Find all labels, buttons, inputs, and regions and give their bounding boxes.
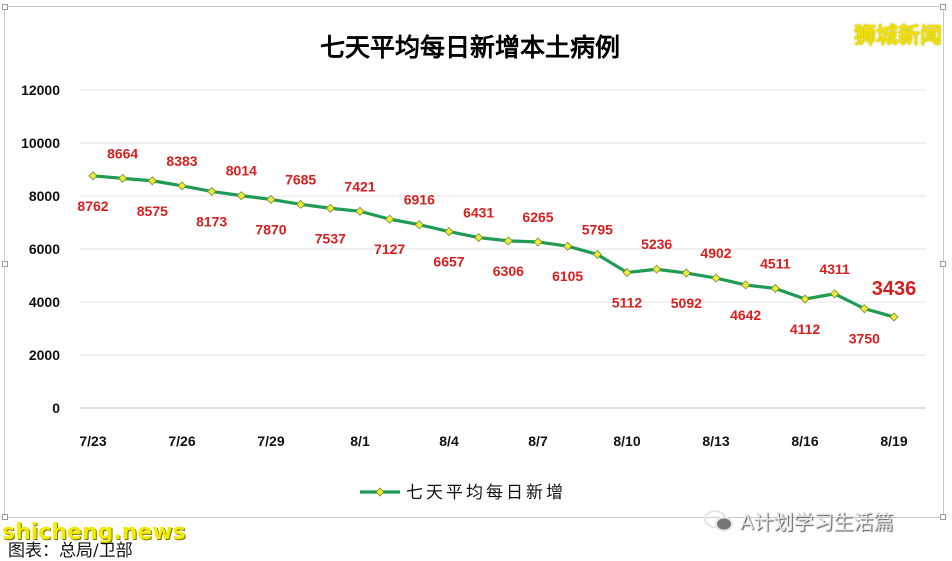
data-label: 5112 xyxy=(612,295,643,311)
data-label: 7421 xyxy=(344,178,375,194)
data-label: 5092 xyxy=(671,295,702,311)
data-label: 5795 xyxy=(582,221,613,237)
x-tick-label: 8/10 xyxy=(613,433,640,449)
data-label: 6265 xyxy=(522,209,553,225)
data-label: 8575 xyxy=(137,203,168,219)
resize-handle-left[interactable] xyxy=(2,261,8,267)
x-tick-label: 7/23 xyxy=(79,433,106,449)
data-point-marker xyxy=(859,304,869,314)
data-point-marker xyxy=(711,273,721,283)
source-caption: 图表：总局/卫部 xyxy=(8,541,133,561)
data-label: 7537 xyxy=(315,230,346,246)
data-label: 5236 xyxy=(641,236,672,252)
data-point-marker xyxy=(325,203,335,213)
data-point-marker xyxy=(474,233,484,243)
y-tick-label: 12000 xyxy=(21,82,60,98)
data-label: 4642 xyxy=(730,307,761,323)
resize-handle-bottom-left[interactable] xyxy=(2,514,8,520)
data-point-marker xyxy=(147,176,157,186)
series-line xyxy=(92,174,895,319)
data-label: 4511 xyxy=(760,255,791,271)
data-point-marker xyxy=(652,264,662,274)
data-point-marker xyxy=(800,294,810,304)
data-label: 6657 xyxy=(433,254,464,270)
data-point-marker xyxy=(355,206,365,216)
data-label: 8664 xyxy=(107,145,138,161)
data-point-marker xyxy=(592,249,602,259)
legend-label: 七天平均每日新增 xyxy=(406,483,566,503)
resize-handle-bottom-right[interactable] xyxy=(940,514,946,520)
chart-frame xyxy=(2,4,946,520)
data-point-marker xyxy=(622,267,632,278)
data-point-marker xyxy=(236,191,246,201)
y-tick-label: 2000 xyxy=(29,347,60,363)
x-tick-label: 7/26 xyxy=(168,433,195,449)
resize-handle-top-left[interactable] xyxy=(2,4,8,10)
account-name: A计划学习生活篇 xyxy=(740,510,894,534)
data-point-marker xyxy=(266,194,276,205)
data-label: 6431 xyxy=(463,205,494,221)
data-label: 6306 xyxy=(493,263,524,279)
data-point-marker xyxy=(385,214,395,224)
x-tick-label: 8/13 xyxy=(702,433,729,449)
data-point-marker xyxy=(88,171,98,181)
data-label: 7127 xyxy=(374,241,405,257)
data-label: 6105 xyxy=(552,268,583,284)
data-label: 4902 xyxy=(700,245,731,261)
data-point-marker xyxy=(503,236,513,246)
x-tick-label: 7/29 xyxy=(257,433,284,449)
chart-title: 七天平均每日新增本土病例 xyxy=(320,33,620,62)
data-point-marker xyxy=(296,199,306,209)
data-label: 7870 xyxy=(255,221,286,237)
y-tick-label: 6000 xyxy=(29,241,60,257)
data-label: 8014 xyxy=(226,163,257,179)
data-point-marker xyxy=(741,280,751,290)
data-label: 6916 xyxy=(404,192,435,208)
wechat-icon xyxy=(704,509,733,531)
y-tick-label: 0 xyxy=(52,400,60,416)
site-watermark: shicheng.news xyxy=(2,520,186,545)
data-label: 7685 xyxy=(285,171,316,187)
data-label: 8762 xyxy=(77,198,108,214)
data-label: 3750 xyxy=(849,331,880,347)
x-tick-label: 8/19 xyxy=(880,433,907,449)
data-point-marker xyxy=(681,268,691,278)
resize-handle-top-right[interactable] xyxy=(940,4,946,10)
x-tick-label: 8/16 xyxy=(791,433,818,449)
y-tick-label: 8000 xyxy=(29,188,60,204)
data-point-marker xyxy=(118,173,128,183)
data-point-marker xyxy=(414,220,424,230)
account-watermark: A计划学习生活篇 xyxy=(704,506,894,535)
data-label: 8383 xyxy=(166,153,197,169)
resize-handle-right[interactable] xyxy=(940,261,946,267)
data-label: 8173 xyxy=(196,213,227,229)
x-tick-label: 8/7 xyxy=(528,433,548,449)
legend-marker xyxy=(375,487,385,497)
data-label: 3436 xyxy=(872,278,917,300)
data-point-marker xyxy=(533,237,543,247)
data-label: 4112 xyxy=(790,321,821,337)
data-point-marker xyxy=(563,241,573,251)
x-tick-label: 8/4 xyxy=(439,433,459,449)
data-point-marker xyxy=(889,312,899,322)
y-tick-label: 10000 xyxy=(21,135,60,151)
y-tick-label: 4000 xyxy=(29,294,60,310)
data-point-marker xyxy=(830,289,840,299)
brand-logo-text: 狮城新闻 xyxy=(853,24,942,49)
x-tick-label: 8/1 xyxy=(350,433,370,449)
data-point-marker xyxy=(177,181,187,191)
data-point-marker xyxy=(207,186,217,196)
data-label: 4311 xyxy=(819,261,850,277)
data-point-marker xyxy=(770,283,780,294)
data-point-marker xyxy=(444,227,454,237)
